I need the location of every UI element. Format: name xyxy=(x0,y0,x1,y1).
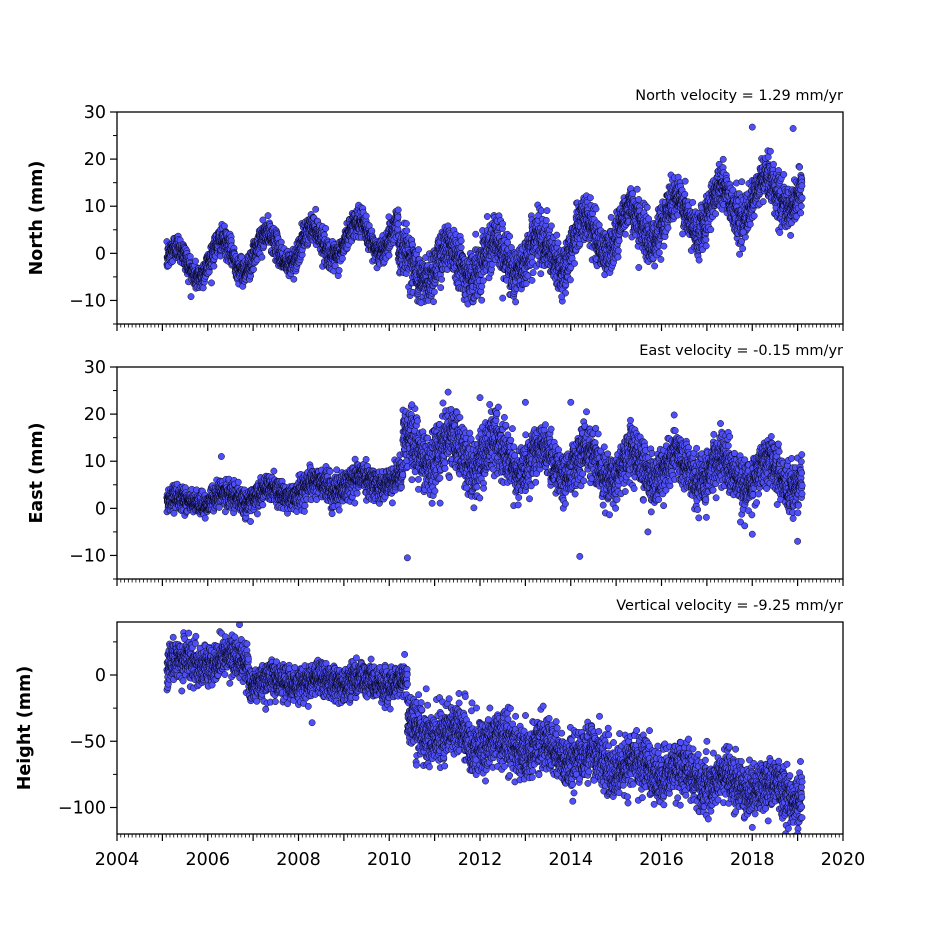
data-point xyxy=(681,190,689,198)
data-point xyxy=(655,249,663,257)
data-point xyxy=(478,296,486,304)
data-point xyxy=(746,220,754,228)
data-point xyxy=(542,216,550,224)
data-point xyxy=(592,205,600,213)
data-point xyxy=(645,215,653,223)
data-point xyxy=(776,229,784,236)
data-point xyxy=(403,227,411,235)
data-point xyxy=(483,213,491,220)
data-point xyxy=(695,256,703,264)
data-point xyxy=(553,231,561,239)
data-point xyxy=(766,147,774,155)
data-point xyxy=(660,242,668,250)
data-point xyxy=(415,246,422,254)
data-point xyxy=(438,275,446,283)
data-point xyxy=(689,198,697,206)
data-point xyxy=(338,255,346,262)
data-point xyxy=(210,262,218,270)
data-point xyxy=(522,280,530,287)
data-point xyxy=(780,171,788,178)
data-point xyxy=(707,226,715,234)
data-point xyxy=(736,250,744,258)
data-point xyxy=(430,288,438,296)
data-point xyxy=(750,212,758,220)
data-point xyxy=(394,213,402,221)
data-point xyxy=(512,298,520,306)
data-point xyxy=(554,239,562,247)
data-point xyxy=(187,293,195,301)
data-point xyxy=(702,242,710,250)
data-point xyxy=(614,247,622,255)
data-point xyxy=(322,224,330,232)
data-point xyxy=(186,253,194,261)
data-point xyxy=(312,205,320,213)
data-point xyxy=(537,270,545,278)
data-point xyxy=(651,262,659,270)
data-point xyxy=(738,178,746,186)
data-point xyxy=(615,237,623,245)
data-point xyxy=(437,284,445,292)
data-point xyxy=(402,220,410,228)
data-point xyxy=(614,253,622,261)
data-point xyxy=(621,230,629,238)
data-point xyxy=(657,255,665,263)
data-point xyxy=(499,220,507,228)
data-point xyxy=(547,222,555,230)
data-point xyxy=(479,277,487,285)
data-point xyxy=(543,207,551,215)
data-point xyxy=(681,177,689,185)
data-point xyxy=(770,160,777,168)
data-point xyxy=(192,257,199,265)
data-point xyxy=(472,230,480,238)
data-point xyxy=(430,298,437,306)
data-point xyxy=(335,266,343,274)
data-point xyxy=(362,212,370,220)
data-point xyxy=(394,206,402,214)
data-point xyxy=(457,237,465,245)
data-point xyxy=(664,224,672,232)
data-point xyxy=(764,153,772,161)
data-point xyxy=(586,194,594,202)
data-point xyxy=(702,236,710,244)
data-point xyxy=(290,275,298,283)
data-point xyxy=(571,259,578,267)
data-point xyxy=(250,265,257,273)
data-point xyxy=(258,253,266,261)
north-scatter-points xyxy=(163,123,806,308)
data-point xyxy=(506,232,514,240)
data-point xyxy=(643,203,651,211)
data-point xyxy=(199,284,207,292)
data-point xyxy=(529,269,537,277)
data-point xyxy=(712,210,720,218)
data-point xyxy=(457,244,465,251)
data-point xyxy=(719,155,727,163)
data-point xyxy=(739,245,747,253)
data-point xyxy=(759,198,767,206)
data-point xyxy=(633,185,641,193)
data-point xyxy=(566,276,574,284)
data-point xyxy=(385,251,393,259)
data-point xyxy=(528,276,536,284)
data-point xyxy=(478,282,486,290)
data-point xyxy=(264,212,272,220)
data-point xyxy=(208,279,215,287)
data-point xyxy=(394,220,402,228)
